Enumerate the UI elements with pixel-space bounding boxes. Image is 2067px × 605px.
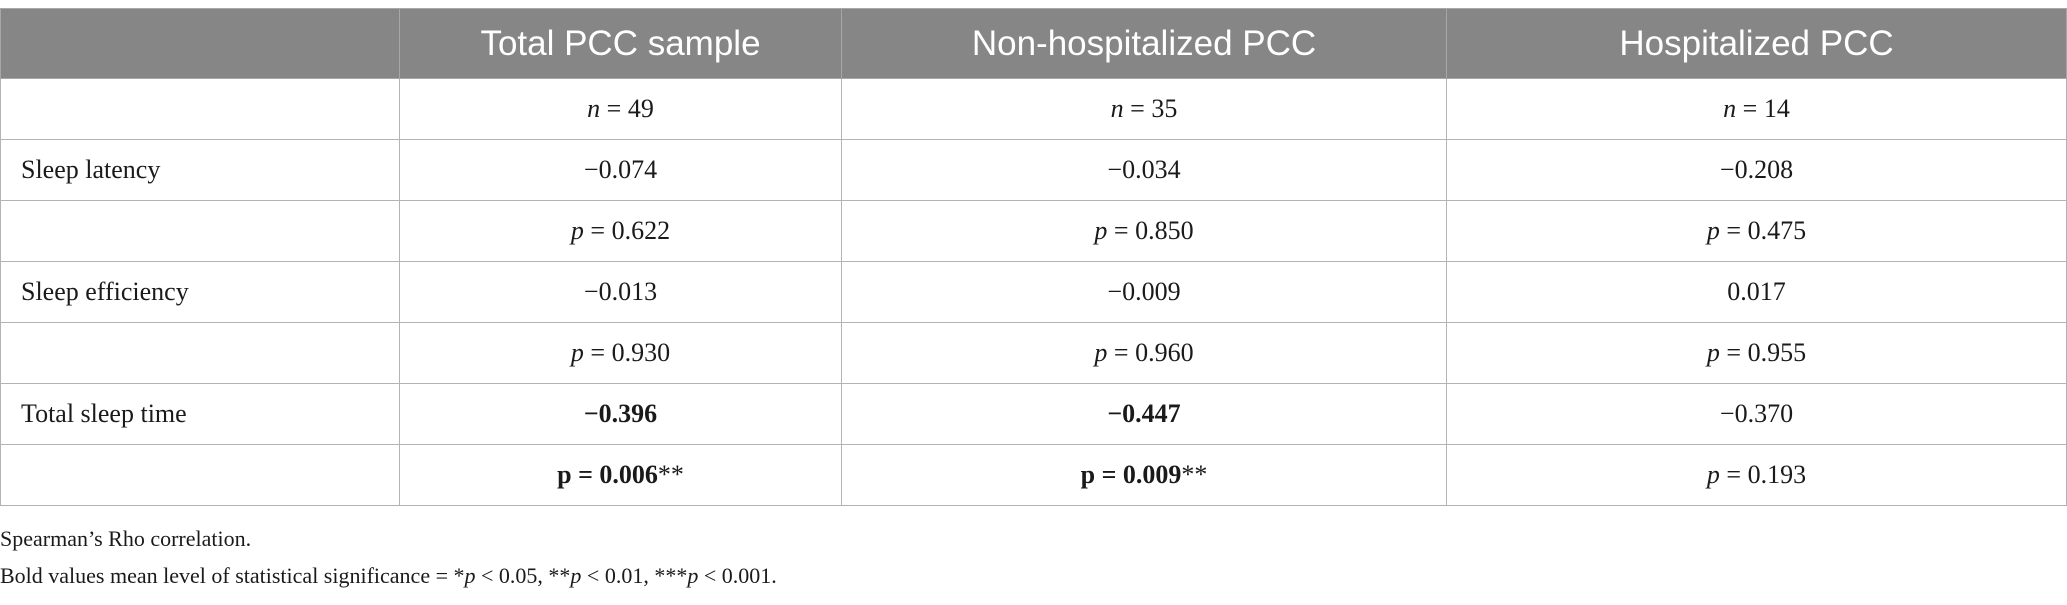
p-cell: p = 0.960 (841, 322, 1447, 384)
p-cell: p = 0.475 (1446, 200, 2067, 262)
p-cell: p = 0.955 (1446, 322, 2067, 384)
rho-cell-significant: −0.447 (841, 383, 1447, 445)
n-row-label (0, 78, 400, 140)
row-label-empty (0, 322, 400, 384)
header-total-pcc: Total PCC sample (399, 8, 842, 79)
table-row: p = 0.006** p = 0.009** p = 0.193 (0, 444, 2067, 506)
header-row: Total PCC sample Non-hospitalized PCC Ho… (0, 8, 2067, 79)
n-row: n = 49 n = 35 n = 14 (0, 78, 2067, 140)
rho-cell: −0.009 (841, 261, 1447, 323)
significance-stars: ** (657, 460, 684, 489)
footnote-significance: Bold values mean level of statistical si… (0, 563, 777, 588)
n-hospitalized: n = 14 (1446, 78, 2067, 140)
table-row: p = 0.930 p = 0.960 p = 0.955 (0, 322, 2067, 384)
p-cell: p = 0.193 (1446, 444, 2067, 506)
header-hospitalized-pcc: Hospitalized PCC (1446, 8, 2067, 79)
p-cell-significant: p = 0.009** (841, 444, 1447, 506)
row-label: Sleep latency (0, 139, 400, 201)
header-empty (0, 8, 400, 79)
rho-cell: −0.370 (1446, 383, 2067, 445)
p-cell: p = 0.850 (841, 200, 1447, 262)
rho-cell: −0.034 (841, 139, 1447, 201)
rho-cell: −0.013 (399, 261, 842, 323)
table-row: Sleep efficiency −0.013 −0.009 0.017 (0, 261, 2067, 323)
correlation-table: Total PCC sample Non-hospitalized PCC Ho… (0, 8, 2067, 506)
row-label: Total sleep time (0, 383, 400, 445)
footnote-method: Spearman’s Rho correlation. (0, 526, 252, 551)
rho-cell: 0.017 (1446, 261, 2067, 323)
significance-stars: ** (1181, 460, 1208, 489)
rho-cell: −0.074 (399, 139, 842, 201)
row-label-empty (0, 200, 400, 262)
table-row: Total sleep time −0.396 −0.447 −0.370 (0, 383, 2067, 445)
table-row: Sleep latency −0.074 −0.034 −0.208 (0, 139, 2067, 201)
row-label-empty (0, 444, 400, 506)
row-label: Sleep efficiency (0, 261, 400, 323)
p-cell: p = 0.930 (399, 322, 842, 384)
n-non-hospitalized: n = 35 (841, 78, 1447, 140)
p-cell-significant: p = 0.006** (399, 444, 842, 506)
table-row: p = 0.622 p = 0.850 p = 0.475 (0, 200, 2067, 262)
header-non-hospitalized-pcc: Non-hospitalized PCC (841, 8, 1447, 79)
rho-cell-significant: −0.396 (399, 383, 842, 445)
n-total: n = 49 (399, 78, 842, 140)
rho-cell: −0.208 (1446, 139, 2067, 201)
p-cell: p = 0.622 (399, 200, 842, 262)
